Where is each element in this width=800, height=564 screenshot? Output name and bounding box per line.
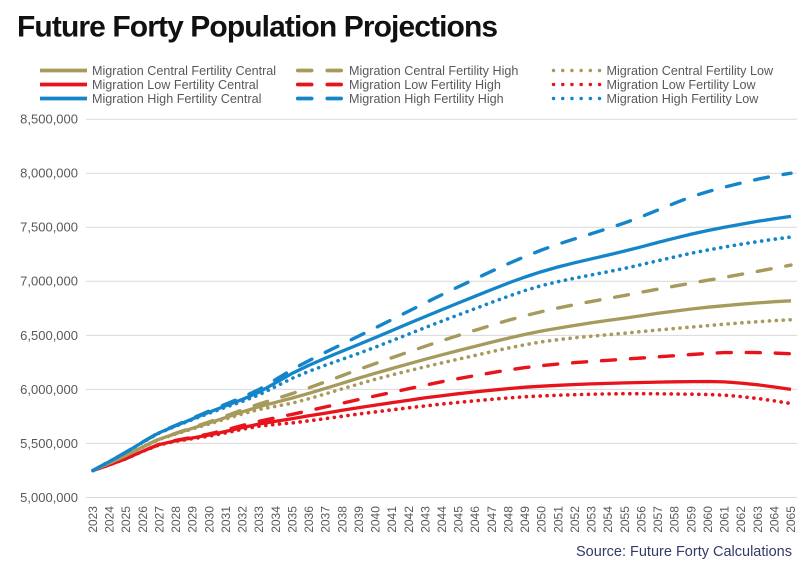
svg-text:Migration High Fertility High: Migration High Fertility High — [349, 92, 504, 106]
svg-text:2062: 2062 — [734, 506, 748, 533]
svg-text:2051: 2051 — [551, 506, 565, 533]
svg-text:2055: 2055 — [618, 506, 632, 533]
svg-text:2030: 2030 — [202, 506, 216, 533]
svg-text:2026: 2026 — [136, 506, 150, 533]
svg-text:5,000,000: 5,000,000 — [20, 490, 78, 505]
svg-text:2048: 2048 — [502, 506, 516, 533]
svg-text:2045: 2045 — [452, 506, 466, 533]
svg-text:2049: 2049 — [518, 506, 532, 533]
svg-text:2035: 2035 — [285, 506, 299, 533]
svg-text:8,000,000: 8,000,000 — [20, 166, 78, 181]
svg-text:2046: 2046 — [468, 506, 482, 533]
svg-text:Migration Central Fertility Ce: Migration Central Fertility Central — [92, 64, 276, 78]
svg-text:2065: 2065 — [784, 506, 798, 533]
svg-text:2047: 2047 — [485, 506, 499, 533]
svg-text:2031: 2031 — [219, 506, 233, 533]
svg-text:Migration Central Fertility Hi: Migration Central Fertility High — [349, 64, 518, 78]
svg-text:Source: Future Forty Calculati: Source: Future Forty Calculations — [576, 544, 792, 560]
svg-text:2056: 2056 — [634, 506, 648, 533]
svg-text:2052: 2052 — [568, 506, 582, 533]
svg-text:2038: 2038 — [335, 506, 349, 533]
svg-text:2024: 2024 — [103, 506, 117, 533]
svg-text:2036: 2036 — [302, 506, 316, 533]
svg-text:2025: 2025 — [119, 506, 133, 533]
svg-text:2044: 2044 — [435, 506, 449, 533]
svg-text:2043: 2043 — [418, 506, 432, 533]
svg-text:6,500,000: 6,500,000 — [20, 328, 78, 343]
svg-text:2040: 2040 — [369, 506, 383, 533]
svg-text:2039: 2039 — [352, 506, 366, 533]
svg-text:2032: 2032 — [236, 506, 250, 533]
svg-text:6,000,000: 6,000,000 — [20, 382, 78, 397]
svg-text:2058: 2058 — [668, 506, 682, 533]
svg-text:2061: 2061 — [718, 506, 732, 533]
svg-text:2064: 2064 — [767, 506, 781, 533]
svg-text:Migration Low Fertility Centra: Migration Low Fertility Central — [92, 78, 259, 92]
svg-text:2054: 2054 — [601, 506, 615, 533]
svg-text:2042: 2042 — [402, 506, 416, 533]
svg-text:2037: 2037 — [319, 506, 333, 533]
svg-text:2034: 2034 — [269, 506, 283, 533]
svg-text:2029: 2029 — [186, 506, 200, 533]
svg-text:2063: 2063 — [751, 506, 765, 533]
svg-text:2028: 2028 — [169, 506, 183, 533]
svg-text:2060: 2060 — [701, 506, 715, 533]
svg-text:2041: 2041 — [385, 506, 399, 533]
svg-text:7,000,000: 7,000,000 — [20, 274, 78, 289]
svg-text:2027: 2027 — [153, 506, 167, 533]
svg-text:2050: 2050 — [535, 506, 549, 533]
svg-text:Migration Low Fertility High: Migration Low Fertility High — [349, 78, 501, 92]
svg-text:7,500,000: 7,500,000 — [20, 220, 78, 235]
svg-text:8,500,000: 8,500,000 — [20, 112, 78, 127]
svg-text:Migration High Fertility Low: Migration High Fertility Low — [607, 92, 760, 106]
svg-text:2057: 2057 — [651, 506, 665, 533]
svg-text:5,500,000: 5,500,000 — [20, 436, 78, 451]
svg-text:Migration High Fertility Centr: Migration High Fertility Central — [92, 92, 261, 106]
svg-text:2053: 2053 — [585, 506, 599, 533]
svg-text:2059: 2059 — [684, 506, 698, 533]
svg-text:Migration Central Fertility Lo: Migration Central Fertility Low — [607, 64, 774, 78]
svg-text:2023: 2023 — [86, 506, 100, 533]
svg-text:2033: 2033 — [252, 506, 266, 533]
svg-text:Future Forty Population Projec: Future Forty Population Projections — [17, 11, 497, 44]
svg-text:Migration Low Fertility Low: Migration Low Fertility Low — [607, 78, 757, 92]
